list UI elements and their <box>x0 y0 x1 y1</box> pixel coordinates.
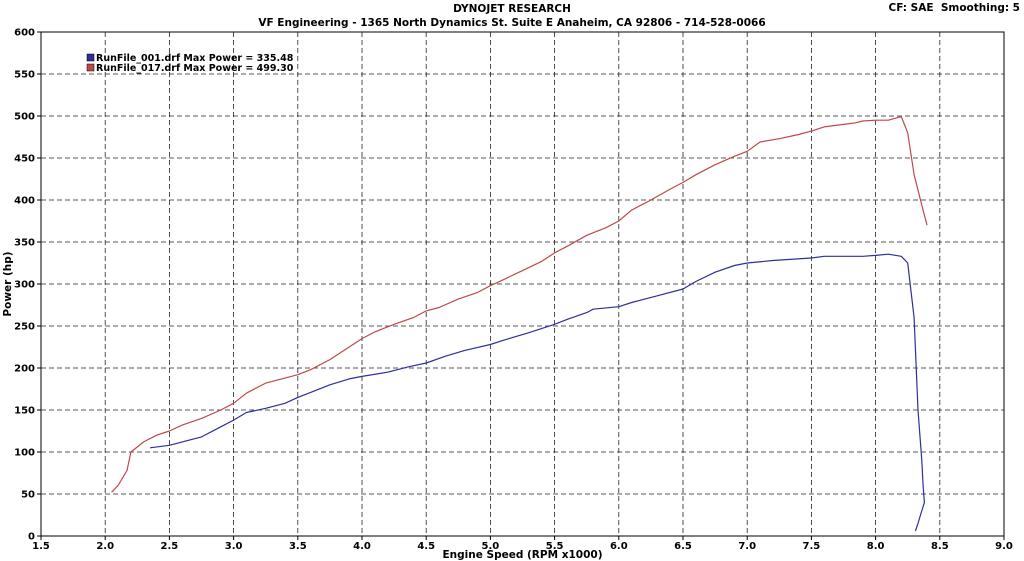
x-tick-label: 2.0 <box>96 541 114 552</box>
legend-entry: RunFile_017.drf Max Power = 499.30 <box>96 63 294 74</box>
y-axis-label: Power (hp) <box>2 251 14 316</box>
chart-title: DYNOJET RESEARCH <box>453 3 571 15</box>
y-tick-label: 50 <box>21 490 35 501</box>
x-tick-label: 6.5 <box>674 541 692 552</box>
legend-swatch <box>86 53 95 62</box>
y-tick-label: 450 <box>14 154 35 165</box>
x-tick-label: 4.5 <box>417 541 435 552</box>
x-tick-label: 6.0 <box>610 541 628 552</box>
y-tick-label: 600 <box>14 28 35 39</box>
x-axis-label: Engine Speed (RPM x1000) <box>443 549 603 561</box>
x-tick-label: 2.5 <box>161 541 179 552</box>
x-tick-label: 7.5 <box>803 541 821 552</box>
y-tick-label: 300 <box>14 280 35 291</box>
y-tick-label: 250 <box>14 322 35 333</box>
legend: RunFile_001.drf Max Power = 335.48RunFil… <box>86 53 294 74</box>
x-tick-label: 8.5 <box>931 541 949 552</box>
y-tick-label: 350 <box>14 238 35 249</box>
x-tick-label: 5.0 <box>482 541 500 552</box>
series-layer <box>111 116 928 532</box>
series-line-1 <box>150 253 925 532</box>
legend-entry: RunFile_001.drf Max Power = 335.48 <box>96 53 294 64</box>
x-tick-label: 4.0 <box>353 541 371 552</box>
y-tick-label: 0 <box>28 532 35 543</box>
y-tick-label: 200 <box>14 364 35 375</box>
correction-factor-info: CF: SAE Smoothing: 5 <box>888 2 1020 14</box>
x-tick-label: 3.5 <box>289 541 307 552</box>
x-tick-label: 1.5 <box>32 541 50 552</box>
x-tick-label: 3.0 <box>225 541 243 552</box>
x-tick-label: 5.5 <box>546 541 564 552</box>
gridlines <box>41 32 1004 536</box>
series-line-2 <box>111 116 928 493</box>
y-tick-label: 100 <box>14 448 35 459</box>
x-tick-label: 7.0 <box>738 541 756 552</box>
y-tick-label: 400 <box>14 196 35 207</box>
x-tick-label: 8.0 <box>867 541 885 552</box>
x-tick-label: 9.0 <box>995 541 1013 552</box>
legend-swatch <box>86 63 95 72</box>
chart-subtitle: VF Engineering - 1365 North Dynamics St.… <box>258 17 766 29</box>
y-tick-label: 550 <box>14 70 35 81</box>
axis-ticks: 1.5 2.0 2.5 3.0 3.5 4.0 4.5 5.0 5.5 6.0 6.5 7.0 7.5 8… <box>14 28 1013 553</box>
y-tick-label: 500 <box>14 112 35 123</box>
y-tick-label: 150 <box>14 406 35 417</box>
